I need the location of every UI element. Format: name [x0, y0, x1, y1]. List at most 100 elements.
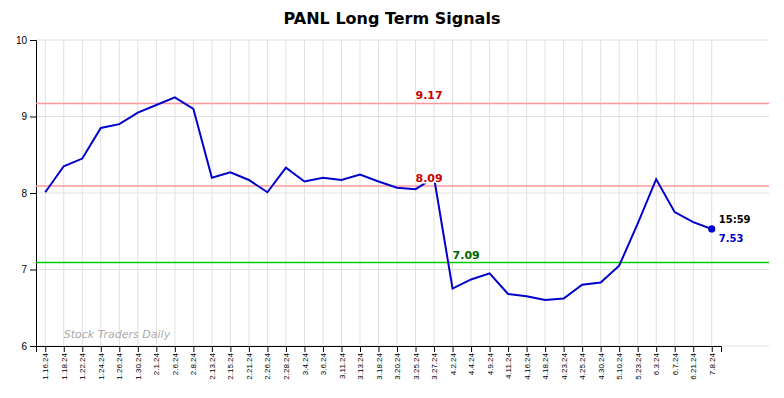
y-tick-mark	[30, 270, 36, 271]
x-tick-label: 1.22.24	[78, 352, 87, 379]
x-tick: 2.6.24	[171, 346, 180, 375]
x-tick: 6.3.24	[652, 346, 661, 375]
x-tick-mark	[656, 346, 657, 352]
x-tick-label: 4.25.24	[578, 352, 587, 379]
x-tick-label: 3.11.24	[338, 352, 347, 379]
x-tick: 1.30.24	[134, 346, 143, 380]
grid-line-x	[600, 40, 601, 346]
y-tick-label: 10	[16, 35, 28, 46]
grid-line-x	[693, 40, 694, 346]
x-tick-mark	[230, 346, 231, 352]
x-tick-label: 3.20.24	[393, 352, 402, 379]
y-tick: 7	[21, 264, 36, 275]
reference-label: 7.09	[453, 249, 480, 262]
grid-line-x	[119, 40, 120, 346]
x-tick-label: 3.4.24	[301, 352, 310, 375]
grid-line-x	[341, 40, 342, 346]
endpoint-value: 7.53	[719, 233, 744, 244]
x-tick-mark	[45, 346, 46, 352]
x-tick-label: 6.7.24	[671, 352, 680, 375]
grid-line-x	[45, 40, 46, 346]
grid-line-x	[193, 40, 194, 346]
x-tick-mark	[545, 346, 546, 352]
x-tick: 5.23.24	[634, 346, 643, 380]
x-tick: 2.28.24	[282, 346, 291, 380]
x-tick-label: 3.13.24	[356, 352, 365, 379]
y-tick: 10	[16, 35, 36, 46]
x-tick: 1.16.24	[41, 346, 50, 380]
x-tick: 6.7.24	[671, 346, 680, 375]
x-axis: 1.16.241.18.241.22.241.24.241.26.241.30.…	[37, 346, 722, 380]
x-tick: 3.27.24	[430, 346, 439, 380]
x-tick-label: 7.8.24	[708, 352, 717, 375]
x-tick-mark	[712, 346, 713, 352]
x-tick: 4.18.24	[541, 346, 550, 380]
x-tick: 2.15.24	[226, 346, 235, 380]
x-tick: 4.11.24	[504, 346, 513, 379]
x-tick-label: 3.25.24	[412, 352, 421, 379]
x-tick-mark	[286, 346, 287, 352]
marks	[36, 97, 769, 300]
x-tick-label: 4.9.24	[486, 352, 495, 375]
x-tick-mark	[434, 346, 435, 352]
x-tick-mark	[397, 346, 398, 352]
grid-line-x	[100, 40, 101, 346]
grid-line-x	[563, 40, 564, 346]
x-tick-mark	[341, 346, 342, 352]
x-tick: 2.26.24	[263, 346, 272, 380]
grid-line-x	[508, 40, 509, 346]
x-tick-label: 6.21.24	[689, 352, 698, 379]
x-tick-mark	[601, 346, 602, 352]
endpoint-time: 15:59	[719, 214, 751, 225]
reference-label: 9.17	[416, 89, 443, 102]
x-tick: 3.6.24	[319, 346, 328, 375]
x-tick-mark	[119, 346, 120, 352]
x-tick-mark	[267, 346, 268, 352]
x-tick-mark	[508, 346, 509, 352]
x-tick-label: 4.23.24	[560, 352, 569, 379]
x-tick: 3.4.24	[301, 346, 310, 375]
y-tick: 9	[21, 111, 36, 122]
x-tick-mark	[564, 346, 565, 352]
x-tick-mark	[64, 346, 65, 352]
x-tick-label: 2.15.24	[226, 352, 235, 379]
grid-line-x	[156, 40, 157, 346]
x-tick-label: 2.26.24	[263, 352, 272, 379]
x-tick-mark	[360, 346, 361, 352]
y-axis-line	[30, 41, 37, 347]
reference-line	[36, 103, 769, 105]
grid-line-x	[711, 40, 712, 346]
x-tick: 2.8.24	[189, 346, 198, 375]
x-tick-mark	[527, 346, 528, 352]
grid	[36, 40, 769, 346]
x-tick-label: 2.21.24	[245, 352, 254, 379]
x-tick-mark	[619, 346, 620, 352]
y-tick-label: 7	[21, 264, 27, 275]
x-tick-mark	[379, 346, 380, 352]
x-tick-label: 2.6.24	[171, 352, 180, 375]
grid-line-x	[434, 40, 435, 346]
grid-line-x	[489, 40, 490, 346]
x-tick-mark	[471, 346, 472, 352]
x-tick-label: 1.30.24	[134, 352, 143, 379]
watermark: Stock Traders Daily	[64, 328, 171, 341]
x-tick-label: 4.11.24	[504, 352, 513, 379]
grid-line-x	[397, 40, 398, 346]
x-tick-mark	[193, 346, 194, 352]
y-tick: 8	[21, 188, 36, 199]
x-tick: 3.20.24	[393, 346, 402, 380]
x-tick: 1.22.24	[78, 346, 87, 380]
grid-line-x	[378, 40, 379, 346]
grid-line-x	[359, 40, 360, 346]
x-tick: 1.26.24	[115, 346, 124, 380]
reference-line	[36, 262, 769, 264]
title: PANL Long Term Signals	[284, 9, 501, 28]
x-tick-mark	[212, 346, 213, 352]
y-tick-label: 8	[21, 188, 27, 199]
x-tick-label: 5.10.24	[615, 352, 624, 379]
x-tick: 3.25.24	[412, 346, 421, 380]
y-tick-mark	[30, 193, 36, 194]
grid-line-x	[322, 40, 323, 346]
x-tick-mark	[638, 346, 639, 352]
grid-line-x	[63, 40, 64, 346]
